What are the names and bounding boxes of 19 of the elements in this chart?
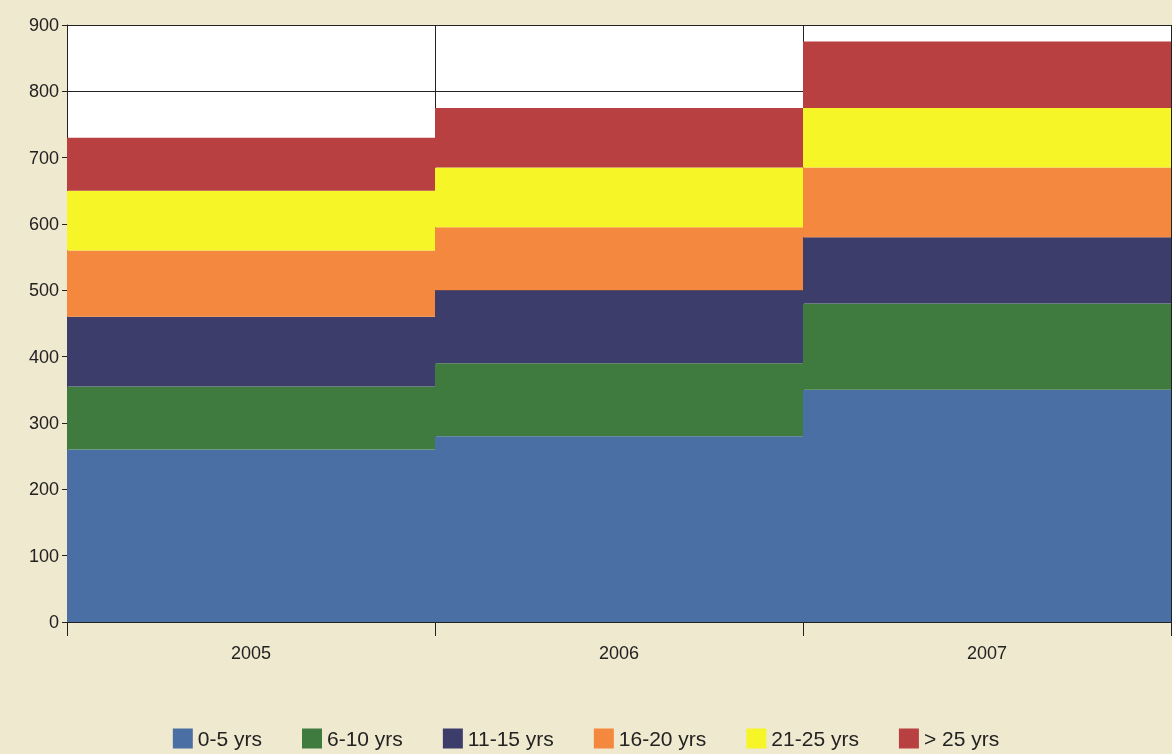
y-tick-label: 200 — [28, 479, 59, 500]
y-tick-label: 900 — [28, 15, 59, 35]
legend-label: 6-10 yrs — [326, 727, 403, 750]
y-tick-label: 700 — [28, 147, 59, 168]
x-tick-label: 2006 — [598, 643, 640, 663]
x-tick-label: 2005 — [230, 643, 272, 663]
legend-label: 11-15 yrs — [467, 727, 554, 750]
legend-label: 16-20 yrs — [618, 727, 707, 750]
y-tick-label: 500 — [28, 280, 59, 301]
legend-label: 21-25 yrs — [771, 727, 859, 750]
legend-label: > 25 yrs — [923, 727, 1000, 750]
y-tick-label: 300 — [28, 413, 59, 433]
x-tick-label: 2007 — [966, 643, 1008, 663]
y-tick-label: 800 — [28, 81, 59, 102]
y-tick-label: 400 — [28, 346, 59, 367]
y-tick-label: 0 — [48, 612, 59, 632]
y-tick-label: 600 — [28, 214, 59, 234]
y-tick-label: 100 — [28, 545, 59, 566]
legend-label: 0-5 yrs — [197, 727, 262, 750]
